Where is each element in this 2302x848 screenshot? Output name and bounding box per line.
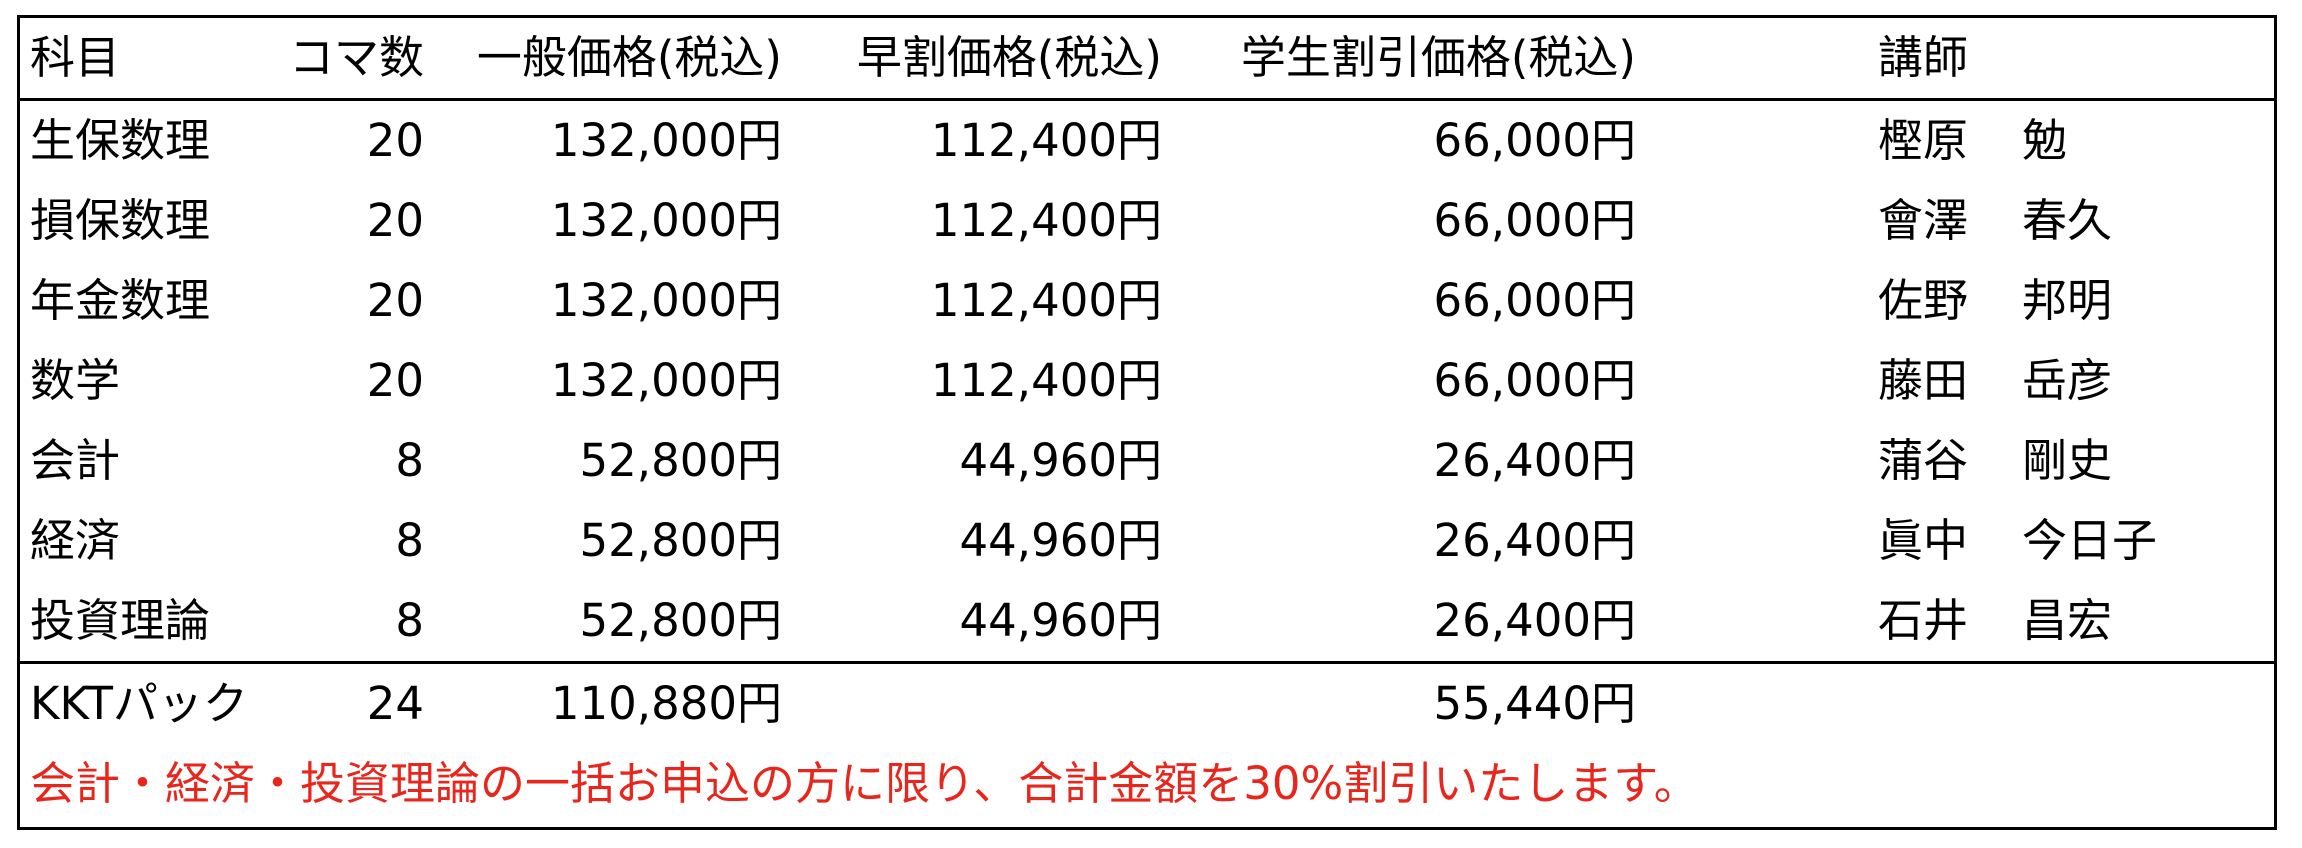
cell-student-price: 66,000円 — [1433, 194, 1636, 247]
teacher-given-name: 春久 — [2022, 194, 2113, 247]
table-row: 経済 8 52,800円 44,960円 26,400円 眞中 今日子 — [20, 501, 2274, 581]
cell-general-price: 132,000円 — [550, 114, 782, 167]
cell-koma: 24 — [366, 677, 424, 730]
teacher-family-name: 會澤 — [1878, 194, 1969, 247]
table-row: 数学 20 132,000円 112,400円 66,000円 藤田 岳彦 — [20, 341, 2274, 421]
cell-koma: 8 — [395, 594, 424, 647]
pack-row: KKTパック 24 110,880円 55,440円 — [20, 664, 2274, 744]
cell-early-price: 44,960円 — [959, 434, 1162, 487]
cell-student-price: 55,440円 — [1433, 677, 1636, 730]
header-subject: 科目 — [30, 31, 121, 84]
cell-koma: 20 — [366, 354, 424, 407]
cell-subject: 損保数理 — [30, 194, 211, 247]
teacher-family-name: 石井 — [1878, 594, 1969, 647]
cell-general-price: 52,800円 — [579, 594, 782, 647]
cell-teacher: 會澤 春久 — [1878, 181, 2112, 261]
cell-subject: KKTパック — [30, 677, 249, 730]
table-row: 損保数理 20 132,000円 112,400円 66,000円 會澤 春久 — [20, 181, 2274, 261]
cell-subject: 会計 — [30, 434, 121, 487]
cell-general-price: 132,000円 — [550, 194, 782, 247]
teacher-given-name: 剛史 — [2022, 434, 2113, 487]
cell-early-price: 112,400円 — [930, 194, 1162, 247]
cell-teacher: 蒲谷 剛史 — [1878, 421, 2112, 501]
cell-student-price: 66,000円 — [1433, 274, 1636, 327]
discount-note: 会計・経済・投資理論の一括お申込の方に限り、合計金額を30%割引いたします。 — [30, 757, 1699, 810]
cell-early-price: 112,400円 — [930, 274, 1162, 327]
cell-subject: 数学 — [30, 354, 121, 407]
header-koma: コマ数 — [288, 31, 424, 84]
teacher-given-name: 邦明 — [2022, 274, 2113, 327]
cell-general-price: 132,000円 — [550, 354, 782, 407]
table-row: 年金数理 20 132,000円 112,400円 66,000円 佐野 邦明 — [20, 261, 2274, 341]
cell-general-price: 132,000円 — [550, 274, 782, 327]
cell-subject: 経済 — [30, 514, 121, 567]
cell-student-price: 66,000円 — [1433, 114, 1636, 167]
cell-student-price: 26,400円 — [1433, 514, 1636, 567]
cell-subject: 年金数理 — [30, 274, 211, 327]
cell-koma: 20 — [366, 274, 424, 327]
cell-teacher: 眞中 今日子 — [1878, 501, 2157, 581]
teacher-family-name: 眞中 — [1878, 514, 1969, 567]
teacher-given-name: 昌宏 — [2022, 594, 2113, 647]
cell-koma: 20 — [366, 114, 424, 167]
cell-general-price: 110,880円 — [550, 677, 782, 730]
cell-student-price: 26,400円 — [1433, 434, 1636, 487]
header-teacher: 講師 — [1878, 31, 1969, 84]
cell-koma: 8 — [395, 514, 424, 567]
teacher-given-name: 今日子 — [2022, 514, 2158, 567]
cell-subject: 生保数理 — [30, 114, 211, 167]
cell-student-price: 26,400円 — [1433, 594, 1636, 647]
teacher-family-name: 佐野 — [1878, 274, 1969, 327]
table-row: 生保数理 20 132,000円 112,400円 66,000円 樫原勉 — [20, 101, 2274, 181]
cell-koma: 20 — [366, 194, 424, 247]
table-header: 科目 コマ数 一般価格(税込) 早割価格(税込) 学生割引価格(税込) 講師 — [20, 18, 2274, 98]
pricing-table: 科目 コマ数 一般価格(税込) 早割価格(税込) 学生割引価格(税込) 講師 生… — [17, 15, 2277, 830]
cell-teacher: 石井 昌宏 — [1878, 581, 2112, 661]
header-student-price: 学生割引価格(税込) — [1240, 31, 1636, 84]
header-divider — [20, 98, 2274, 101]
cell-early-price: 112,400円 — [930, 114, 1162, 167]
teacher-family-name: 樫原 — [1878, 114, 1969, 167]
cell-teacher: 藤田 岳彦 — [1878, 341, 2112, 421]
cell-teacher: 佐野 邦明 — [1878, 261, 2112, 341]
cell-koma: 8 — [395, 434, 424, 487]
cell-general-price: 52,800円 — [579, 434, 782, 487]
table-row: 投資理論 8 52,800円 44,960円 26,400円 石井 昌宏 — [20, 581, 2274, 661]
teacher-family-name: 藤田 — [1878, 354, 1969, 407]
cell-subject: 投資理論 — [30, 594, 211, 647]
header-early-price: 早割価格(税込) — [856, 31, 1162, 84]
header-general-price: 一般価格(税込) — [476, 31, 782, 84]
teacher-given-name: 岳彦 — [2022, 354, 2113, 407]
pack-divider — [20, 661, 2274, 664]
cell-early-price: 112,400円 — [930, 354, 1162, 407]
cell-early-price: 44,960円 — [959, 594, 1162, 647]
table-row: 会計 8 52,800円 44,960円 26,400円 蒲谷 剛史 — [20, 421, 2274, 501]
teacher-family-name: 蒲谷 — [1878, 434, 1969, 487]
cell-general-price: 52,800円 — [579, 514, 782, 567]
cell-student-price: 66,000円 — [1433, 354, 1636, 407]
cell-teacher: 樫原勉 — [1878, 101, 2067, 181]
cell-early-price: 44,960円 — [959, 514, 1162, 567]
teacher-given-name: 勉 — [2022, 114, 2068, 167]
